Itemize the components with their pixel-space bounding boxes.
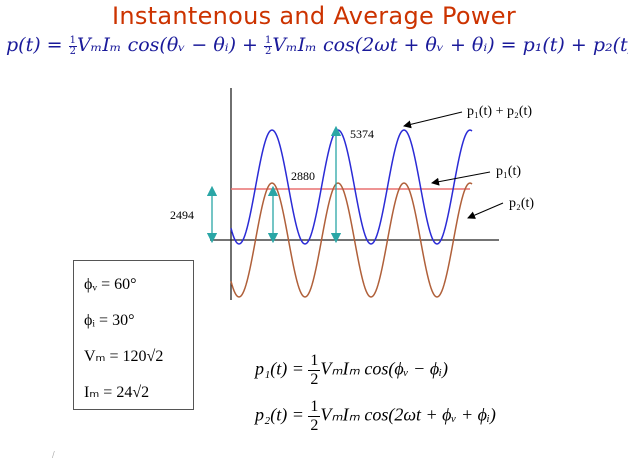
p-total-curve [230,129,473,245]
peak-value-label: 5374 [350,127,374,141]
amplitude-value-label: 2494 [170,208,194,222]
legend-p1p2-pointer [403,111,463,129]
legend-p1-pointer [431,171,491,186]
parameter-box: ϕᵥ = 60° ϕᵢ = 30° Vₘ = 120√2 Iₘ = 24√2 [73,260,194,410]
legend-p1-label: p₁(t) [496,164,521,179]
phi-v-value: ϕᵥ = 60° [84,276,137,293]
formula-term1: VₘIₘ cos(θᵥ − θᵢ) + [77,34,265,56]
p2-curve [230,182,473,298]
legend-p2-label: p₂(t) [509,196,534,211]
im-value: Iₘ = 24√2 [84,384,150,401]
p2-equation: p₂(t) = 1 2 VₘIₘ cos(2ωt + ϕᵥ + ϕᵢ) [255,398,496,434]
footer-mark: / [52,450,55,459]
formula-term2: VₘIₘ cos(2ωt + θᵥ + θᵢ) = p₁(t) + p₂(t) [272,34,628,56]
vm-value: Vₘ = 120√2 [84,348,164,365]
legend-p2-pointer [467,202,504,219]
slide-title: Instantenous and Average Power [111,2,517,30]
average-value-label: 2880 [291,169,315,183]
power-formula: p(t) = 1 2 VₘIₘ cos(θᵥ − θᵢ) + 1 2 VₘIₘ cos(… [6,34,628,57]
phi-i-value: ϕᵢ = 30° [84,312,135,329]
legend-p1p2-label: p₁(t) + p₂(t) [467,104,532,119]
p1-equation: p₁(t) = 1 2 VₘIₘ cos(ϕᵥ − ϕᵢ) [255,352,448,388]
formula-lhs: p(t) = [6,34,69,56]
